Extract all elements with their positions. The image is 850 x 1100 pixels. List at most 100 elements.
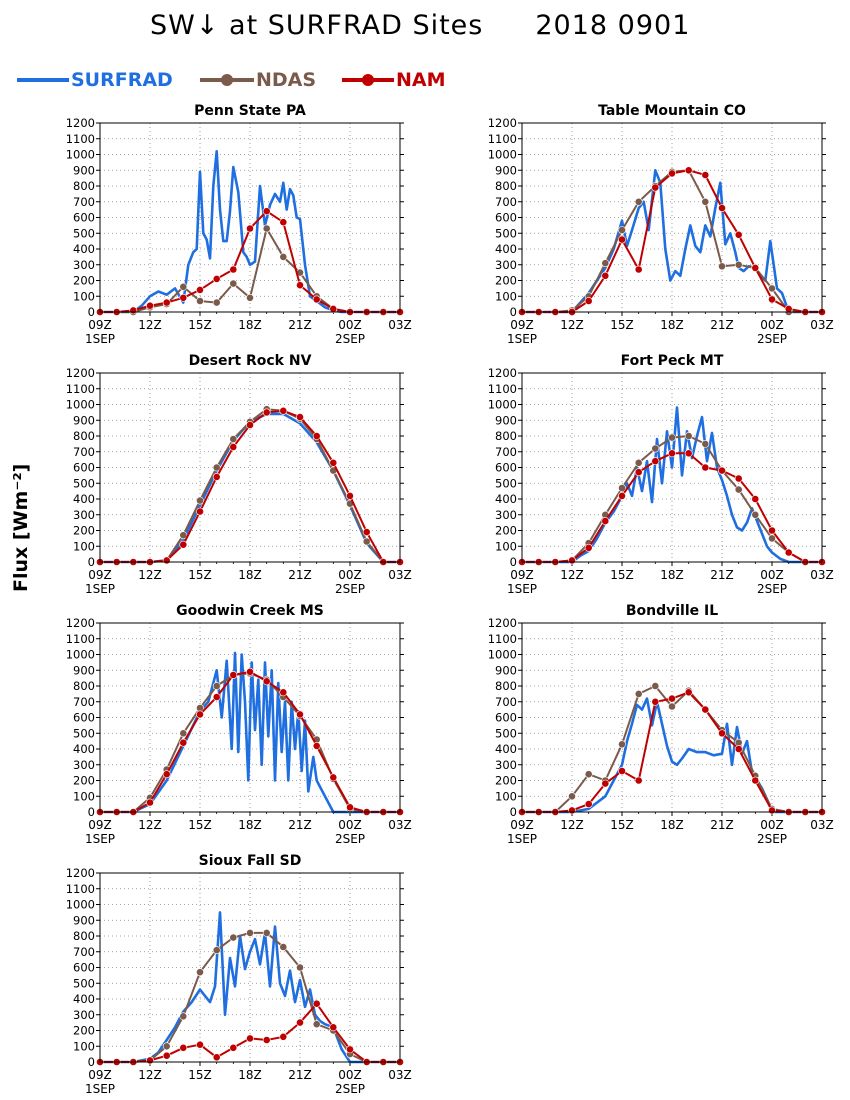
data-point-ndas [179, 282, 188, 291]
data-point-nam [668, 694, 676, 703]
data-point-nam [329, 458, 338, 467]
data-point-nam [718, 204, 726, 212]
data-point-ndas [634, 690, 643, 698]
x-tick-label: 00Z [338, 318, 362, 332]
y-tick-label: 900 [495, 413, 517, 427]
data-point-nam [768, 295, 776, 304]
data-point-nam [129, 306, 138, 315]
y-tick-label: 600 [73, 961, 95, 975]
y-tick-label: 100 [495, 789, 517, 803]
data-point-ndas [246, 929, 254, 937]
data-point-nam [212, 274, 221, 283]
x-date-label: 2SEP [757, 332, 787, 346]
x-tick-label: 00Z [760, 318, 784, 332]
data-point-ndas [179, 729, 188, 738]
chart-title: Penn State PA [194, 103, 306, 119]
data-point-ndas [601, 259, 610, 268]
data-point-ndas [229, 279, 238, 288]
data-point-nam [734, 230, 743, 239]
data-point-nam [346, 491, 354, 500]
y-tick-label: 400 [495, 242, 517, 256]
data-point-ndas [668, 433, 676, 442]
data-point-nam [279, 218, 288, 227]
data-point-ndas [634, 458, 643, 467]
y-tick-label: 900 [495, 163, 517, 177]
data-point-ndas [618, 484, 626, 492]
x-date-label: 1SEP [507, 332, 537, 346]
y-tick-label: 1000 [488, 148, 517, 162]
x-tick-label: 12Z [138, 318, 162, 332]
y-tick-label: 100 [73, 789, 95, 803]
data-point-nam [329, 773, 338, 782]
x-date-label: 2SEP [335, 582, 365, 596]
y-tick-label: 100 [495, 539, 517, 553]
plot-frame [521, 622, 823, 813]
x-tick-label: 12Z [138, 818, 162, 832]
plot-frame [99, 872, 401, 1063]
x-date-label: 1SEP [85, 1082, 115, 1096]
y-tick-label: 1000 [488, 648, 517, 662]
data-point-nam [146, 798, 154, 807]
y-tick-label: 0 [510, 805, 517, 819]
y-tick-label: 500 [73, 476, 95, 490]
data-point-nam [568, 806, 576, 815]
data-point-nam [751, 495, 760, 503]
data-point-ndas [768, 284, 776, 293]
x-tick-label: 18Z [238, 568, 262, 582]
x-tick-label: 12Z [560, 318, 584, 332]
y-tick-label: 1200 [66, 366, 95, 380]
y-tick-label: 1000 [488, 398, 517, 412]
data-point-nam [146, 1056, 154, 1065]
data-point-nam [329, 1023, 338, 1032]
x-tick-label: 15Z [610, 818, 634, 832]
y-tick-label: 0 [510, 555, 517, 569]
x-date-label: 1SEP [85, 582, 115, 596]
data-point-ndas [229, 435, 238, 443]
data-point-ndas [296, 963, 304, 972]
x-date-label: 2SEP [335, 332, 365, 346]
data-point-ndas [718, 262, 726, 271]
y-tick-label: 1100 [488, 132, 517, 146]
data-point-nam [162, 556, 171, 565]
y-tick-label: 200 [495, 774, 517, 788]
y-tick-label: 600 [73, 461, 95, 475]
y-tick-label: 100 [73, 289, 95, 303]
y-tick-label: 600 [73, 211, 95, 225]
data-point-nam [296, 710, 304, 719]
data-point-nam [179, 540, 188, 549]
data-point-nam [246, 421, 254, 429]
data-point-ndas [634, 197, 643, 206]
data-point-nam [751, 263, 760, 272]
y-tick-label: 500 [495, 476, 517, 490]
data-point-nam [584, 543, 593, 552]
x-tick-label: 09Z [510, 318, 534, 332]
data-point-nam [279, 406, 288, 415]
y-tick-label: 200 [73, 774, 95, 788]
y-tick-label: 1100 [488, 382, 517, 396]
chart-panel: Desert Rock NV01002003004005006007008009… [66, 353, 412, 596]
x-tick-label: 03Z [388, 1068, 412, 1082]
y-tick-label: 600 [73, 711, 95, 725]
x-tick-label: 18Z [238, 318, 262, 332]
x-tick-label: 00Z [760, 818, 784, 832]
data-point-nam [312, 999, 321, 1008]
data-point-nam [246, 667, 254, 676]
x-tick-label: 03Z [388, 818, 412, 832]
y-tick-label: 1100 [66, 882, 95, 896]
y-tick-label: 100 [495, 289, 517, 303]
data-point-nam [196, 710, 204, 719]
chart-title: Goodwin Creek MS [176, 603, 324, 619]
y-tick-label: 200 [495, 274, 517, 288]
data-point-nam [618, 235, 626, 244]
data-point-ndas [618, 740, 626, 749]
data-point-nam [634, 776, 643, 785]
data-point-nam [279, 688, 288, 697]
data-point-ndas [751, 510, 760, 519]
y-tick-label: 400 [495, 492, 517, 506]
data-point-ndas [568, 792, 576, 801]
data-point-nam [634, 468, 643, 477]
data-point-nam [229, 265, 238, 274]
y-tick-label: 900 [73, 663, 95, 677]
data-point-nam [684, 449, 693, 458]
legend-label-surfrad: SURFRAD [71, 69, 173, 91]
